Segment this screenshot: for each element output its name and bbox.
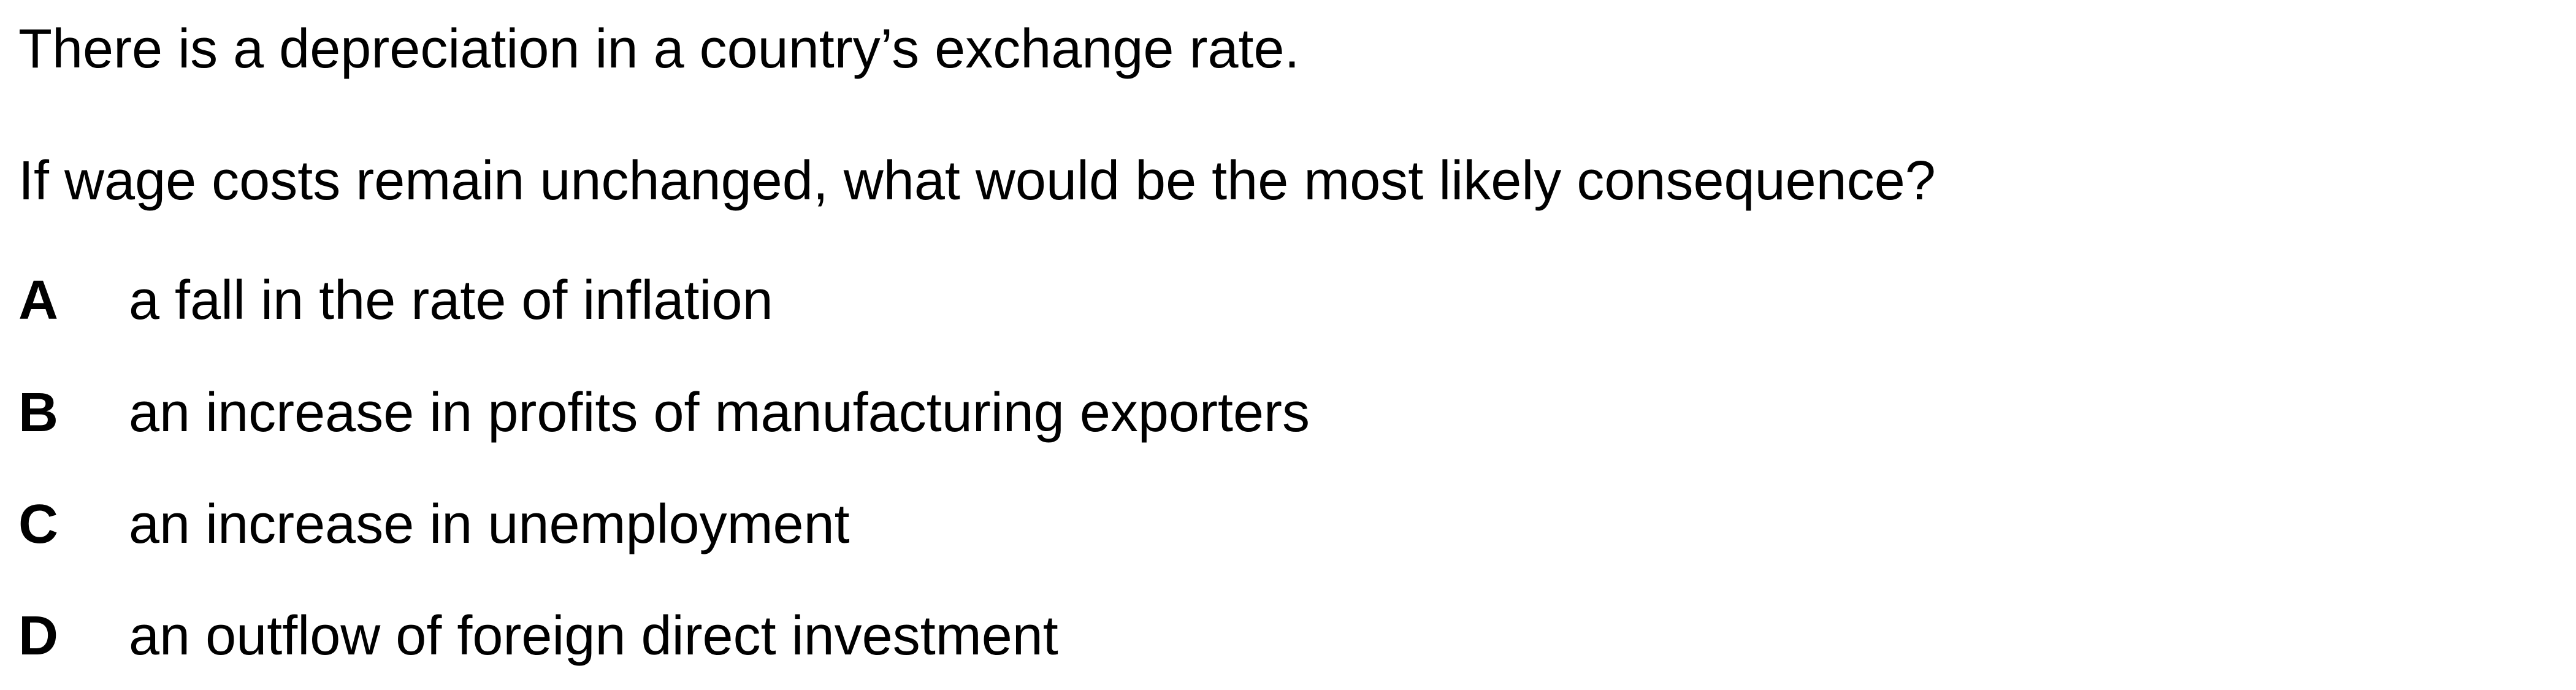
option-text: an increase in profits of manufacturing …	[129, 382, 1310, 443]
option-text: an outflow of foreign direct investment	[129, 605, 1058, 667]
option-text: an increase in unemployment	[129, 494, 850, 555]
option-letter: A	[18, 270, 58, 331]
option-letter: B	[18, 382, 58, 443]
question-stem: There is a depreciation in a country’s e…	[18, 18, 1300, 80]
option-letter: D	[18, 605, 58, 667]
question-prompt: If wage costs remain unchanged, what wou…	[18, 150, 1936, 212]
option-letter: C	[18, 494, 58, 555]
option-text: a fall in the rate of inflation	[129, 270, 773, 331]
